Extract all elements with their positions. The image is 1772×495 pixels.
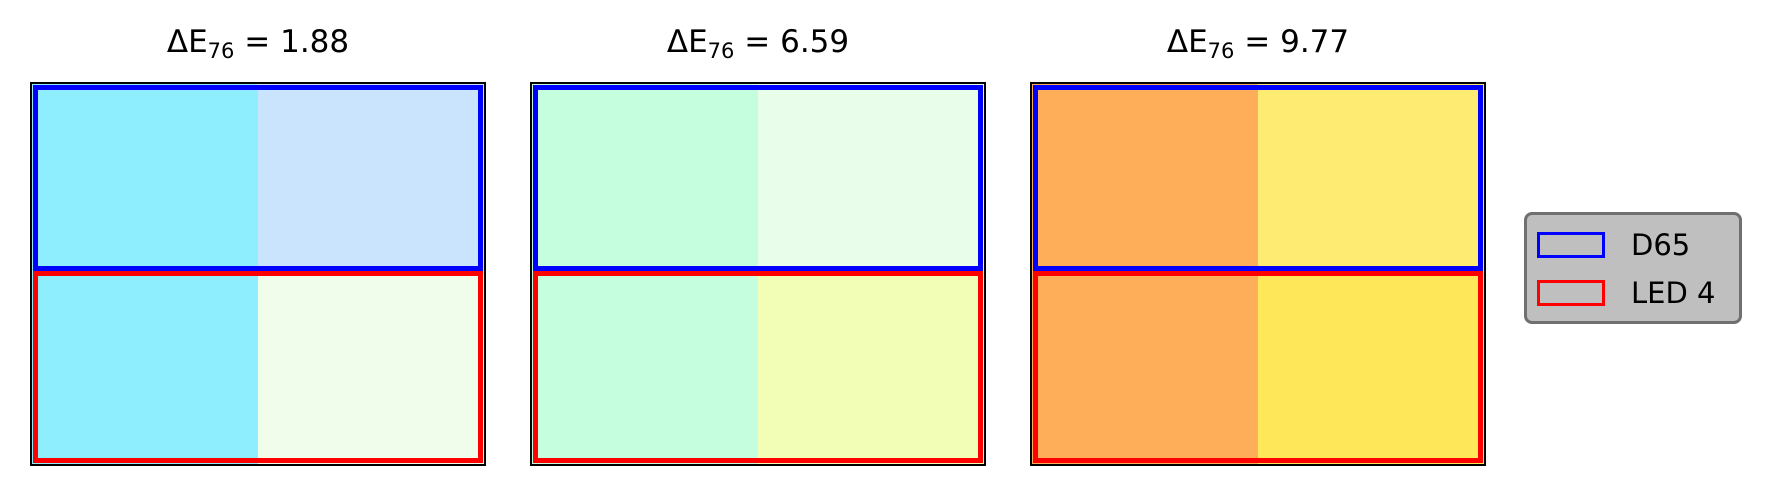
panel-2 (530, 82, 986, 466)
panel-frame (1030, 82, 1486, 466)
legend-patch-d65 (1537, 232, 1605, 258)
legend: D65 LED 4 (1524, 212, 1742, 324)
swatch-d65-right (1258, 82, 1486, 274)
legend-patch-led4 (1537, 280, 1605, 306)
swatch-d65-left (1030, 82, 1258, 274)
swatch-led4-right (1258, 274, 1486, 466)
panel-frame (30, 82, 486, 466)
swatch-d65-left (30, 82, 258, 274)
swatch-led4-right (258, 274, 486, 466)
led4-outline (33, 271, 483, 463)
swatch-led4-left (30, 274, 258, 466)
legend-entry-d65: D65 (1537, 225, 1690, 265)
panel-1 (30, 82, 486, 466)
swatch-led4-left (1030, 274, 1258, 466)
swatch-d65-right (258, 82, 486, 274)
legend-label-d65: D65 (1631, 228, 1691, 262)
d65-outline (1033, 85, 1483, 271)
legend-entry-led4: LED 4 (1537, 273, 1715, 313)
swatch-led4-left (530, 274, 758, 466)
led4-outline (533, 271, 983, 463)
swatch-led4-right (758, 274, 986, 466)
led4-outline (1033, 271, 1483, 463)
panel-frame (530, 82, 986, 466)
panel-title-1: ΔE76 = 1.88 (166, 24, 350, 63)
swatch-d65-left (530, 82, 758, 274)
swatch-d65-right (758, 82, 986, 274)
panel-title-2: ΔE76 = 6.59 (666, 24, 850, 63)
d65-outline (533, 85, 983, 271)
panel-title-3: ΔE76 = 9.77 (1166, 24, 1350, 63)
legend-label-led4: LED 4 (1631, 276, 1716, 310)
d65-outline (33, 85, 483, 271)
panel-3 (1030, 82, 1486, 466)
